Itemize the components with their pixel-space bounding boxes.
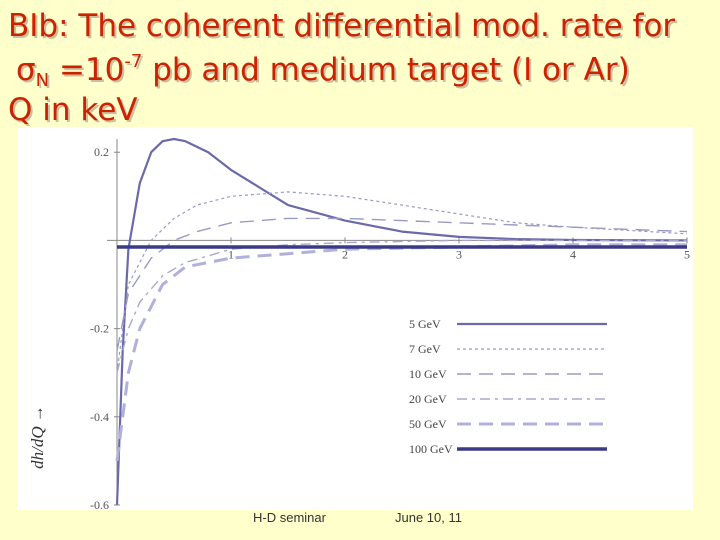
series-line (115, 243, 687, 462)
cross-section-rest: pb and medium target (I or Ar) (142, 52, 630, 88)
x-tick-label: 2 (342, 247, 348, 261)
slide-title-line-3: Q in keV (8, 92, 138, 128)
series-line (116, 191, 688, 373)
slide-title-line-1: BIb: The coherent differential mod. rate… (8, 8, 676, 44)
legend-label: 20 GeV (409, 392, 447, 406)
y-axis-label: dh/dQ → (28, 405, 47, 469)
cross-section-exponent: -7 (124, 51, 143, 72)
x-tick-label: 1 (228, 247, 234, 261)
legend-label: 100 GeV (409, 442, 453, 456)
chart-series (115, 137, 688, 506)
legend-label: 5 GeV (409, 317, 441, 331)
chart-axes: 1 2 3 4 5 0.2 -0.2 -0.4 -0.6 (90, 139, 690, 510)
y-tick-label: -0.2 (90, 322, 109, 336)
legend-label: 10 GeV (409, 367, 447, 381)
y-tick-label: -0.4 (90, 410, 109, 424)
footer-date: June 10, 11 (395, 510, 462, 525)
footer-seminar: H-D seminar (253, 510, 326, 525)
sigma-symbol: σ (16, 52, 36, 88)
sigma-subscript: N (35, 70, 50, 91)
legend-label: 50 GeV (409, 417, 447, 431)
y-tick-label: 0.2 (94, 145, 109, 159)
chart-legend: 5 GeV 7 GeV 10 GeV 20 GeV 50 GeV 100 GeV (409, 317, 607, 456)
cross-section-equals: =10 (49, 52, 125, 88)
x-tick-label: 5 (684, 247, 690, 261)
legend-label: 7 GeV (409, 342, 441, 356)
y-tick-label: -0.6 (90, 498, 109, 510)
chart-panel: 1 2 3 4 5 0.2 -0.2 -0.4 -0.6 5 GeV 7 GeV 10 GeV 20 … (17, 127, 693, 510)
series-line (115, 137, 688, 506)
x-tick-label: 4 (570, 247, 576, 261)
rate-chart: 1 2 3 4 5 0.2 -0.2 -0.4 -0.6 5 GeV 7 GeV 10 GeV 20 … (28, 137, 690, 510)
x-tick-label: 3 (456, 247, 462, 261)
series-line (116, 239, 687, 373)
slide-title-line-2: σN =10-7 pb and medium target (I or Ar) (16, 51, 630, 91)
series-line (116, 217, 688, 351)
